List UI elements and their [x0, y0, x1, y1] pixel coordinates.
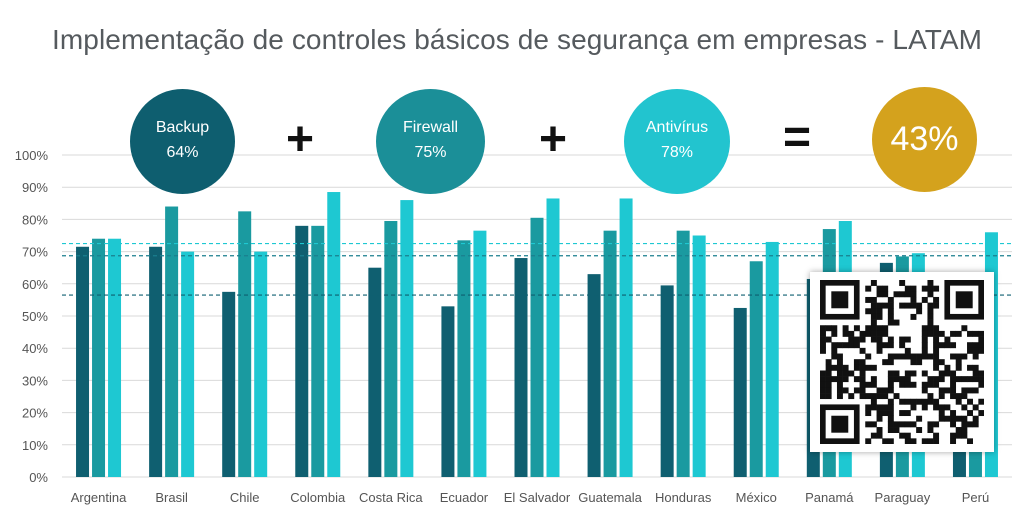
y-tick-label: 20%: [22, 406, 48, 421]
x-tick-label: Paraguay: [875, 490, 931, 505]
y-tick-label: 90%: [22, 180, 48, 195]
plus-operator: +: [539, 113, 568, 166]
x-tick-label: Colombia: [290, 490, 346, 505]
x-tick-label: Brasil: [155, 490, 188, 505]
x-tick-label: Chile: [230, 490, 260, 505]
bar: [368, 267, 382, 477]
firewall-summary-value: 75%: [414, 143, 447, 161]
bar: [546, 198, 560, 477]
bar: [254, 251, 268, 477]
bar: [295, 225, 309, 477]
antivirus-summary-value: 78%: [660, 143, 694, 161]
bar: [222, 291, 236, 477]
x-tick-label: Costa Rica: [359, 490, 423, 505]
x-tick-label: Guatemala: [578, 490, 642, 505]
bar: [619, 198, 633, 477]
x-tick-label: El Salvador: [504, 490, 571, 505]
backup-summary-circle: Backup 64%: [130, 89, 235, 194]
bar: [676, 230, 690, 477]
bar: [733, 307, 747, 477]
y-tick-label: 10%: [22, 438, 48, 453]
antivirus-summary-circle: Antivírus 78%: [624, 89, 730, 194]
plus-operator: +: [286, 113, 315, 166]
bar: [514, 258, 528, 477]
backup-summary-value: 64%: [166, 143, 199, 161]
bar: [587, 274, 601, 477]
equals-operator: =: [783, 111, 812, 164]
bar: [400, 200, 414, 477]
y-tick-label: 60%: [22, 277, 48, 292]
x-tick-label: Ecuador: [440, 490, 489, 505]
page-title: Implementação de controles básicos de se…: [52, 24, 983, 55]
bar: [311, 225, 325, 477]
backup-summary-label: Backup: [155, 118, 210, 136]
bar: [441, 306, 455, 477]
x-tick-label: Perú: [962, 490, 989, 505]
bar: [530, 217, 544, 478]
x-tick-label: Honduras: [655, 490, 712, 505]
bar: [473, 230, 487, 477]
qr-code-card: [810, 272, 994, 452]
x-tick-label: Argentina: [71, 490, 127, 505]
y-tick-label: 70%: [22, 245, 48, 260]
firewall-summary-circle: Firewall 75%: [376, 89, 485, 194]
bar: [603, 230, 617, 477]
bar: [749, 261, 763, 477]
bar: [165, 206, 179, 477]
bar: [181, 251, 195, 477]
x-tick-label: México: [736, 490, 777, 505]
y-tick-label: 40%: [22, 341, 48, 356]
y-tick-label: 0%: [29, 470, 48, 485]
bar: [76, 246, 90, 477]
bar: [92, 238, 106, 477]
bar: [327, 192, 341, 477]
antivirus-summary-label: Antivírus: [645, 118, 709, 136]
result-summary-circle: 43%: [872, 87, 977, 192]
bar: [108, 238, 122, 477]
bar: [660, 285, 674, 477]
firewall-summary-label: Firewall: [402, 118, 459, 136]
x-tick-label: Panamá: [805, 490, 854, 505]
qr-code-icon: [820, 280, 984, 444]
bar: [384, 221, 398, 477]
y-tick-label: 100%: [15, 148, 49, 163]
y-tick-label: 30%: [22, 373, 48, 388]
bar: [765, 241, 779, 477]
y-tick-label: 80%: [22, 212, 48, 227]
bar: [149, 246, 163, 477]
result-summary-value: 43%: [890, 120, 959, 158]
y-tick-label: 50%: [22, 309, 48, 324]
bar: [238, 211, 252, 477]
bar: [692, 235, 706, 477]
bar: [457, 240, 471, 477]
